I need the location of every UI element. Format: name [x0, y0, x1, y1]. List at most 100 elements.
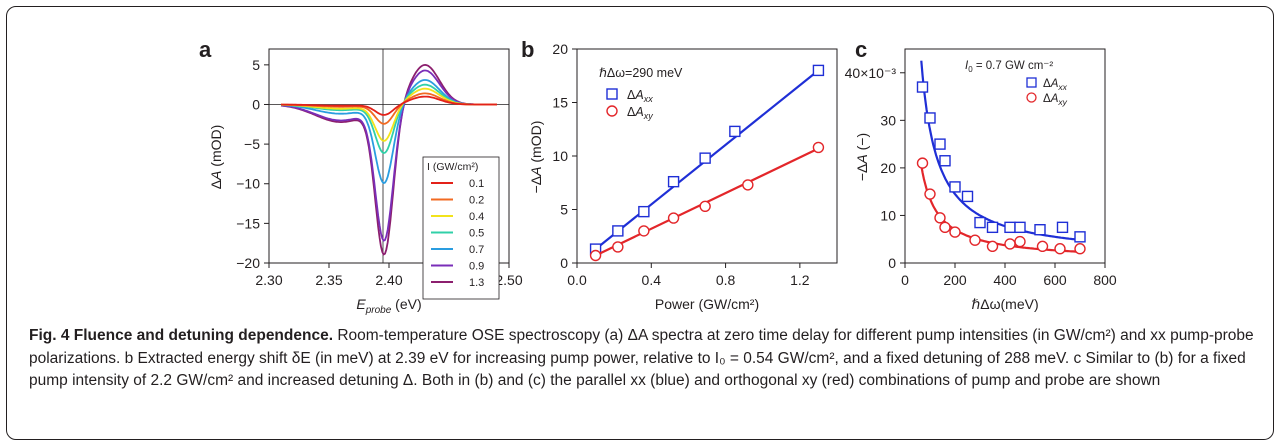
panel-a-y-tick-label: −10 [236, 176, 260, 192]
panel-c-legend-marker [1026, 92, 1037, 103]
panel-c-data-point-xx [961, 190, 974, 203]
text-span: E [356, 296, 366, 312]
panel-c-data-point-xx [934, 138, 946, 150]
panel-c-legend-marker [1026, 77, 1037, 88]
text-span: (eV) [391, 296, 421, 312]
panel-c-data-point-xy [1004, 238, 1016, 250]
panel-b-data-point-xy [742, 179, 754, 191]
panel-b-data-point-xy [589, 249, 602, 262]
panel-a-y-tick-label: 0 [252, 96, 260, 112]
text-span: xx [643, 94, 654, 104]
text-span: A [634, 88, 643, 102]
text-span: −Δ [528, 176, 544, 194]
panel-a-legend-label: 0.9 [469, 261, 484, 273]
panel-b-data-point-xx [812, 64, 825, 77]
panel-c-data-point-xy [924, 188, 936, 200]
panel-b-y-tick-label: 20 [552, 41, 568, 57]
text-span: (−) [854, 133, 870, 154]
panel-b-x-tick-label: 0.8 [716, 272, 736, 288]
panel-c-x-tick-label: 200 [943, 272, 967, 288]
panel-a-x-axis-label: Eprobe (eV) [356, 296, 421, 316]
panel-b-y-tick-label: 0 [560, 255, 568, 271]
panel-b-data-point-xy [812, 141, 825, 154]
panel-c-data-point-xy [1054, 243, 1066, 255]
panel-a-x-tick-label: 2.50 [495, 272, 522, 288]
panel-b-data-point-xy [699, 200, 711, 212]
panel-c-data-point-xy [1014, 235, 1026, 248]
panel-c-y-tick-label: 10 [880, 207, 896, 223]
panel-b-data-point-xx [699, 152, 711, 164]
panel-c-x-tick-label: 800 [1093, 272, 1117, 288]
panel-a-y-tick-label: −15 [236, 215, 260, 231]
figure-caption: Fig. 4 Fluence and detuning dependence. … [29, 325, 1269, 393]
panel-c-x-tick-label: 400 [993, 272, 1017, 288]
text-span: A [528, 167, 544, 177]
panel-c-data-point-xx [1074, 231, 1086, 243]
panel-b-data-point-xy [638, 225, 650, 237]
panel-c-data-point-xx [924, 112, 936, 124]
panel-a-x-tick-label: 2.40 [375, 272, 402, 288]
panel-b-data-point-xx [638, 205, 650, 218]
panel-c-y-tick-label: 20 [880, 160, 896, 176]
panel-b-data-point-xx [729, 125, 741, 138]
text-span: Δ [627, 88, 635, 102]
panel-c-x-tick-label: 600 [1043, 272, 1067, 288]
text-span: −Δ [854, 164, 870, 182]
panel-a-y-tick-label: 5 [252, 57, 260, 73]
panel-c-data-point-xx [916, 81, 929, 93]
caption-title: Fig. 4 Fluence and detuning dependence. [29, 327, 334, 344]
panel-b-legend-label: ΔAxy [627, 105, 653, 121]
panel-b-y-tick-label: 15 [552, 95, 568, 111]
panel-c-data-point-xx [1004, 221, 1016, 234]
panel-c-x-tick-label: 0 [901, 272, 909, 288]
panel-c-annotation: I0 = 0.7 GW cm⁻² [965, 60, 1053, 74]
panel-a-x-tick-label: 2.35 [315, 272, 342, 288]
panel-a-x-tick-label: 2.30 [255, 272, 282, 288]
panel-c-legend-label: ΔAxy [1043, 93, 1068, 107]
text-span: xy [643, 111, 654, 121]
panel-c-panel-letter: c [855, 37, 867, 62]
text-span: A [1050, 93, 1059, 105]
panel-b-legend-marker [606, 105, 618, 117]
panel-b-x-tick-label: 1.2 [790, 272, 810, 288]
panel-c-data-point-xy [949, 226, 961, 238]
panel-c-data-point-xx [1014, 221, 1026, 234]
panel-c-data-point-xy [934, 212, 946, 224]
panel-a-legend-label: 0.1 [469, 178, 484, 190]
panel-a-y-tick-label: −20 [236, 255, 260, 271]
text-span: = 0.7 GW cm⁻² [973, 60, 1054, 72]
text-span: xy [1057, 97, 1067, 107]
panel-b-data-point-xy [612, 241, 624, 253]
text-span: Δ [627, 105, 635, 119]
caption-text: Room-temperature OSE spectroscopy (a) ΔA… [29, 327, 1254, 389]
panel-b-y-tick-label: 5 [560, 202, 568, 218]
panel-b-data-point-xy [667, 212, 680, 224]
text-span: A [854, 154, 870, 164]
text-span: A [1050, 78, 1059, 90]
panel-a-legend-label: 1.3 [469, 277, 484, 289]
panel-a-legend-label: 0.2 [469, 195, 484, 207]
panel-c-y-axis-label: −ΔA (−) [854, 133, 870, 181]
text-span: probe [365, 305, 392, 316]
panel-c-legend-label: ΔAxx [1043, 78, 1068, 92]
panel-c-y-tick-label: 40×10⁻³ [845, 65, 897, 81]
panel-c-data-point-xy [986, 240, 999, 253]
panel-c-data-point-xx [974, 216, 986, 229]
panel-b-x-tick-label: 0.4 [642, 272, 662, 288]
panel-b-legend-label: ΔAxx [627, 88, 653, 104]
text-span: (mOD) [208, 125, 224, 171]
text-span: I [965, 60, 969, 72]
panel-c-fit-curve-xx [920, 60, 1083, 242]
panel-b-data-point-xx [612, 225, 624, 237]
panel-c-data-point-xx [986, 221, 999, 234]
panel-c-data-point-xy [1036, 240, 1049, 253]
panel-c-y-tick-label: 0 [888, 255, 896, 271]
panel-b-panel-letter: b [521, 37, 534, 62]
panel-b-annotation: ℏΔω=290 meV [599, 66, 683, 80]
text-span: 0 [968, 65, 973, 74]
panel-a-y-tick-label: −5 [244, 136, 260, 152]
panel-a-series-line-0.1 [281, 95, 497, 116]
text-span: xx [1057, 82, 1067, 92]
